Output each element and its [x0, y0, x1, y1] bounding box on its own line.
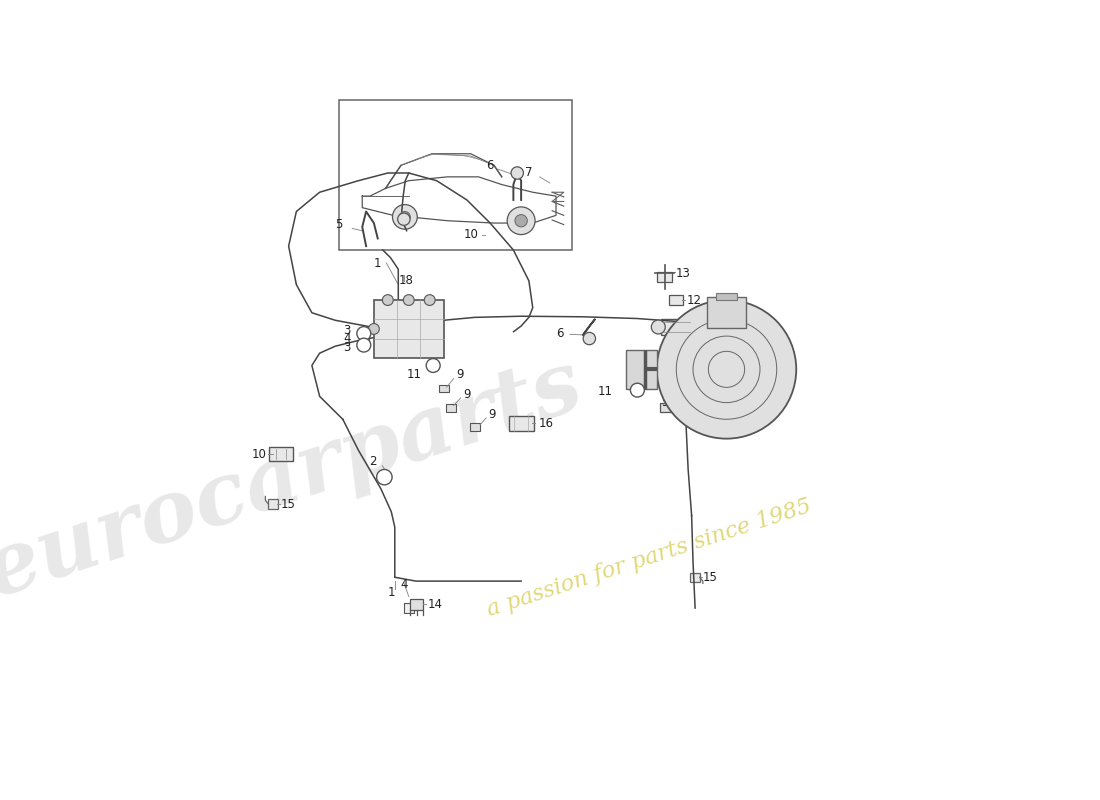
Bar: [657, 272, 672, 282]
Text: 16: 16: [538, 417, 553, 430]
Text: 6: 6: [557, 327, 563, 340]
Circle shape: [376, 470, 392, 485]
Bar: [508, 415, 534, 431]
Text: 8: 8: [702, 321, 710, 334]
Bar: [404, 603, 414, 613]
Text: 9: 9: [463, 388, 471, 402]
Text: 9: 9: [488, 407, 496, 421]
Circle shape: [383, 294, 394, 306]
Text: 15: 15: [280, 498, 296, 510]
Text: 2: 2: [370, 455, 377, 468]
Circle shape: [583, 332, 595, 345]
Circle shape: [356, 326, 371, 341]
Circle shape: [657, 300, 796, 438]
Circle shape: [404, 294, 415, 306]
Bar: [409, 599, 424, 610]
Bar: [363, 229, 374, 236]
Bar: [470, 423, 480, 431]
Bar: [661, 318, 692, 335]
Text: 12: 12: [686, 294, 701, 306]
Text: 14: 14: [428, 598, 443, 610]
Circle shape: [398, 213, 410, 226]
Bar: [626, 350, 657, 389]
Text: 7: 7: [526, 166, 532, 179]
Bar: [439, 385, 450, 393]
Circle shape: [399, 211, 410, 222]
Bar: [660, 403, 673, 412]
Text: 1: 1: [373, 257, 381, 270]
Circle shape: [512, 167, 524, 179]
Circle shape: [425, 294, 436, 306]
Circle shape: [515, 214, 527, 227]
Bar: [716, 293, 737, 300]
Text: 3: 3: [343, 341, 351, 354]
Text: 5: 5: [661, 396, 669, 409]
Bar: [270, 447, 293, 461]
Text: 5: 5: [336, 218, 343, 231]
Text: 18: 18: [398, 274, 414, 287]
Bar: [374, 300, 443, 358]
Text: eurocarparts: eurocarparts: [0, 342, 592, 614]
Text: 4: 4: [343, 332, 351, 346]
Text: 11: 11: [597, 385, 613, 398]
Text: 13: 13: [676, 266, 691, 280]
Circle shape: [426, 358, 440, 373]
Circle shape: [368, 323, 379, 334]
Bar: [691, 573, 700, 582]
Bar: [447, 404, 456, 412]
Bar: [268, 499, 278, 509]
Text: 6: 6: [486, 159, 494, 172]
Text: a passion for parts since 1985: a passion for parts since 1985: [484, 495, 814, 621]
Text: 11: 11: [407, 368, 421, 382]
Circle shape: [651, 320, 666, 334]
Circle shape: [630, 383, 645, 397]
Circle shape: [507, 207, 535, 234]
Text: 4: 4: [400, 578, 408, 591]
Text: 10: 10: [463, 228, 478, 241]
Bar: [359, 334, 369, 344]
Bar: [666, 343, 688, 357]
Text: 1: 1: [387, 586, 395, 599]
Text: 15: 15: [703, 570, 717, 584]
Text: 9: 9: [456, 368, 463, 382]
Bar: [483, 228, 506, 242]
Text: 10: 10: [252, 447, 267, 461]
Circle shape: [393, 205, 417, 230]
Text: 3: 3: [343, 323, 351, 337]
Bar: [339, 100, 572, 250]
Bar: [707, 297, 746, 328]
Circle shape: [356, 338, 371, 352]
Text: 17: 17: [693, 344, 708, 357]
Bar: [669, 294, 683, 306]
